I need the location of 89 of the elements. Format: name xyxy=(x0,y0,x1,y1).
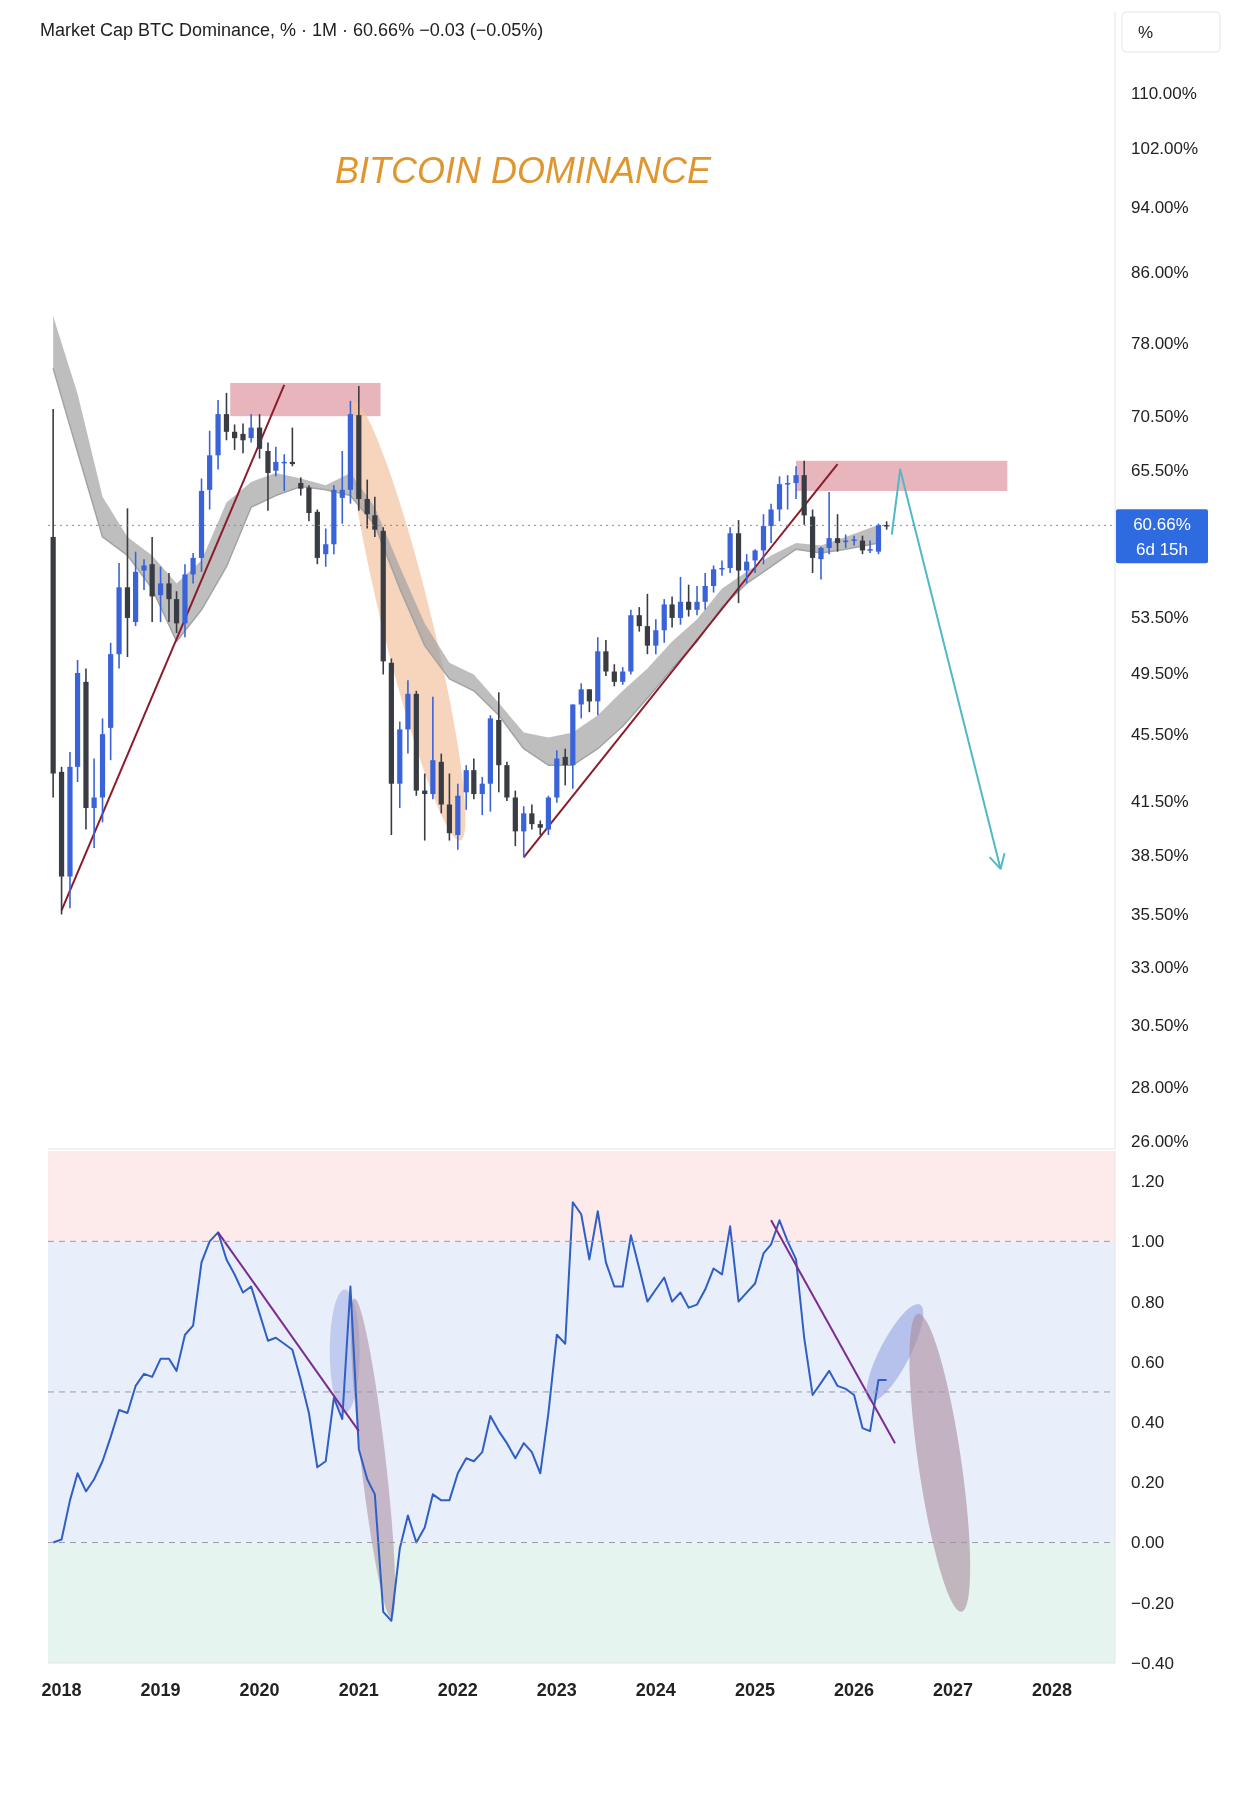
x-tick-label: 2022 xyxy=(437,1680,478,1700)
x-tick-label: 2019 xyxy=(140,1680,181,1700)
candlestick xyxy=(785,474,791,511)
chart-title: Market Cap BTC Dominance, % · 1M · 60.66% −0.03 (−0.05%) xyxy=(40,20,544,40)
y-tick-label: 28.00% xyxy=(1131,1077,1189,1097)
y-tick-label: 33.00% xyxy=(1131,958,1189,978)
candlestick xyxy=(744,553,750,585)
candlestick xyxy=(463,764,469,811)
text: 6d 15h xyxy=(1136,540,1188,560)
candlestick xyxy=(339,450,345,525)
y-tick-label: 53.50% xyxy=(1131,607,1189,627)
candlestick xyxy=(289,426,295,468)
candlestick xyxy=(471,757,477,801)
candlestick xyxy=(702,572,708,611)
y-tick-label: 26.00% xyxy=(1131,1131,1189,1151)
candlestick xyxy=(603,639,609,677)
x-tick-label: 2023 xyxy=(536,1680,577,1700)
candlestick xyxy=(562,747,568,787)
candlestick xyxy=(521,805,527,859)
y-tick-label: 38.50% xyxy=(1131,846,1189,866)
candlestick xyxy=(586,688,592,713)
y-tick-label: 0.00 xyxy=(1131,1533,1165,1553)
candlestick xyxy=(677,576,684,626)
annotation: BITCOIN DOMINANCE xyxy=(334,150,712,191)
candlestick xyxy=(694,585,700,616)
candlestick xyxy=(529,803,535,831)
y-tick-label: 49.50% xyxy=(1131,663,1189,683)
candlestick xyxy=(644,593,651,655)
x-tick-label: 2027 xyxy=(933,1680,974,1700)
x-tick-label: 2021 xyxy=(338,1680,379,1700)
y-tick-label: 41.50% xyxy=(1131,791,1189,811)
candlestick xyxy=(578,682,584,720)
candlestick xyxy=(826,491,832,555)
candlestick xyxy=(273,445,279,478)
y-tick-label: −0.20 xyxy=(1131,1593,1175,1613)
candlestick xyxy=(867,539,873,554)
y-tick-label: 110.00% xyxy=(1131,84,1197,104)
candlestick xyxy=(669,595,675,629)
ref-line-label: 60.66% xyxy=(1133,515,1191,535)
candlestick xyxy=(190,552,196,585)
candlestick xyxy=(611,663,617,688)
candlestick xyxy=(166,572,172,623)
candlestick xyxy=(372,495,378,538)
y-tick-label: 70.50% xyxy=(1131,407,1189,427)
y-tick-label: 65.50% xyxy=(1131,460,1189,480)
x-tick-label: 2020 xyxy=(239,1680,280,1700)
candlestick xyxy=(364,478,370,530)
candlestick xyxy=(298,476,304,497)
candlestick xyxy=(834,513,841,553)
candlestick xyxy=(232,423,238,451)
y-tick-label: 86.00% xyxy=(1131,262,1189,282)
candlestick xyxy=(818,545,824,581)
line-series xyxy=(52,1201,888,1622)
candlestick xyxy=(636,606,642,633)
scale-button: % xyxy=(1121,11,1221,53)
y-tick-label: 1.00 xyxy=(1131,1232,1165,1252)
candlestick xyxy=(141,558,147,591)
candlestick xyxy=(323,527,329,568)
candlestick xyxy=(223,392,230,442)
y-tick-label: 45.50% xyxy=(1131,725,1189,745)
x-tick-label: 2026 xyxy=(834,1680,875,1700)
candlestick xyxy=(686,583,692,618)
y-tick-label: 94.00% xyxy=(1131,198,1189,218)
candlestick xyxy=(653,618,659,655)
y-tick-label: 0.40 xyxy=(1131,1413,1165,1433)
y-tick-label: 0.60 xyxy=(1131,1352,1165,1372)
y-tick-label: 30.50% xyxy=(1131,1015,1189,1035)
candlestick xyxy=(768,502,774,544)
y-tick-label: 0.20 xyxy=(1131,1473,1165,1493)
candlestick xyxy=(793,465,799,500)
y-tick-label: 1.20 xyxy=(1131,1172,1165,1192)
y-tick-label: −0.40 xyxy=(1131,1653,1175,1673)
candlestick xyxy=(240,422,246,454)
candlestick xyxy=(752,548,758,574)
y-tick-label: 78.00% xyxy=(1131,333,1189,353)
candlestick xyxy=(256,413,263,460)
candlestick xyxy=(710,564,717,594)
y-tick-label: 102.00% xyxy=(1131,138,1199,158)
y-tick-label: 0.80 xyxy=(1131,1292,1165,1312)
x-tick-label: 2028 xyxy=(1032,1680,1073,1700)
candlestick xyxy=(265,441,271,512)
x-tick-label: 2018 xyxy=(41,1680,82,1700)
candlestick xyxy=(479,776,485,816)
x-tick-label: 2025 xyxy=(735,1680,776,1700)
y-tick-label: 35.50% xyxy=(1131,905,1189,925)
candlestick xyxy=(248,413,254,444)
candlestick xyxy=(157,565,164,623)
x-tick-label: 2024 xyxy=(635,1680,676,1700)
candlestick xyxy=(91,757,97,849)
